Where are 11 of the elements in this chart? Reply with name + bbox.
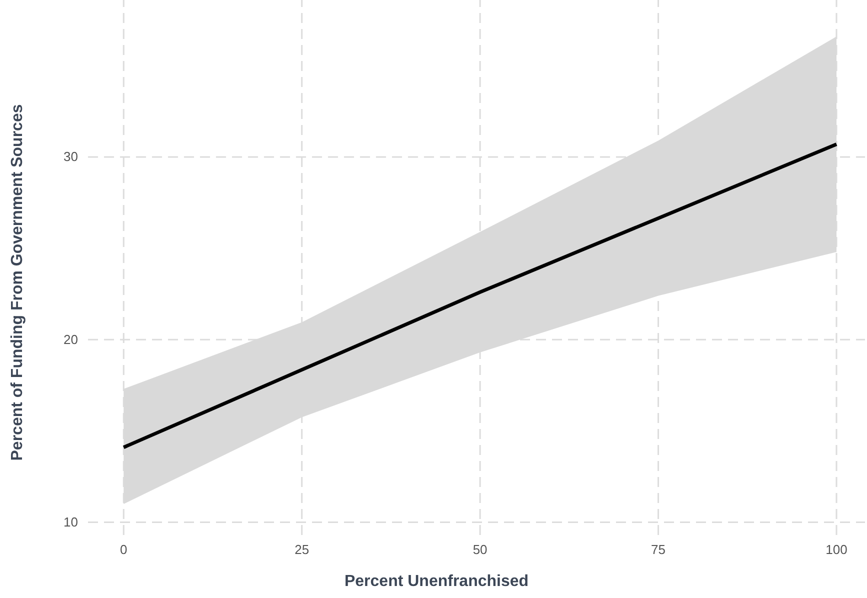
line-series — [122, 142, 838, 450]
x-tick-label: 50 — [472, 542, 488, 558]
y-tick-label: 10 — [64, 514, 78, 530]
x-tick-label: 75 — [651, 542, 666, 558]
y-tick-label: 30 — [64, 149, 78, 164]
y-axis-title: Percent of Funding From Government Sources — [9, 104, 26, 461]
x-tick-label: 100 — [826, 542, 848, 558]
x-tick-label: 25 — [294, 542, 310, 558]
x-tick-label: 0 — [120, 542, 128, 558]
x-axis-title: Percent Unenfranchised — [344, 573, 529, 590]
y-tick-label: 20 — [64, 332, 78, 347]
